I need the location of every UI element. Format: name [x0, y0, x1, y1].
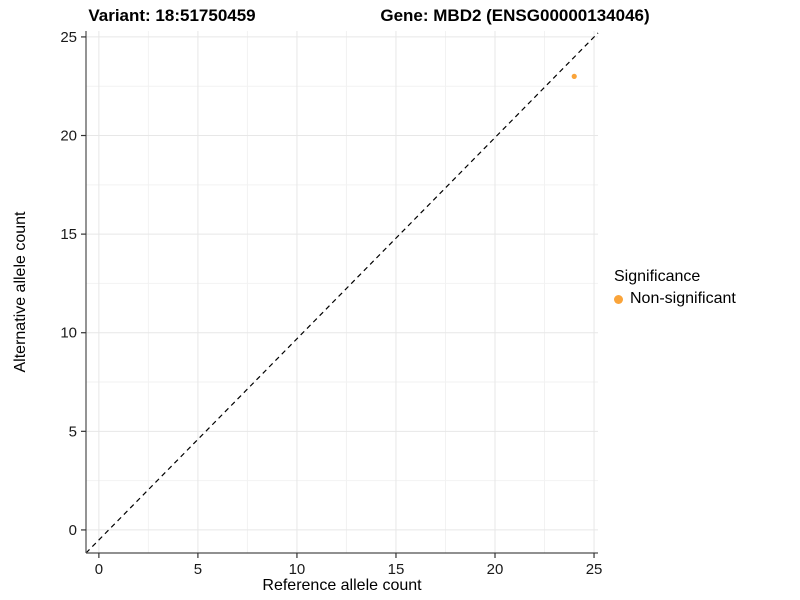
- svg-text:20: 20: [487, 561, 504, 578]
- svg-text:0: 0: [95, 561, 103, 578]
- svg-text:15: 15: [388, 561, 405, 578]
- plot-title-variant: Variant: 18:51750459: [88, 6, 256, 25]
- legend-item-non-significant: Non-significant: [614, 290, 736, 308]
- svg-text:5: 5: [194, 561, 202, 578]
- svg-text:20: 20: [60, 128, 77, 145]
- svg-text:15: 15: [60, 226, 77, 243]
- legend-point-icon: [614, 294, 623, 304]
- svg-text:25: 25: [60, 29, 77, 46]
- svg-text:10: 10: [60, 325, 77, 342]
- legend-item-label: Non-significant: [630, 290, 736, 307]
- x-axis-title: Reference allele count: [262, 577, 422, 594]
- plot-title-gene: Gene: MBD2 (ENSG00000134046): [380, 6, 650, 25]
- svg-text:5: 5: [69, 423, 77, 440]
- legend-title: Significance: [614, 268, 701, 285]
- svg-text:10: 10: [289, 561, 306, 578]
- svg-text:25: 25: [586, 561, 603, 578]
- legend: Significance Non-significant: [614, 268, 736, 308]
- svg-text:0: 0: [69, 522, 77, 539]
- y-axis-title: Alternative allele count: [12, 211, 29, 373]
